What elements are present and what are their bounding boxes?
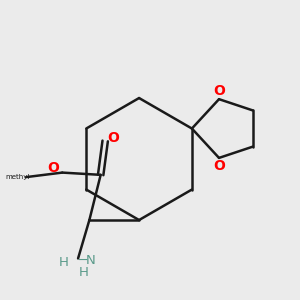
Text: ─N: ─N bbox=[78, 254, 96, 267]
Text: H: H bbox=[79, 266, 88, 279]
Text: O: O bbox=[47, 161, 59, 175]
Text: O: O bbox=[213, 85, 225, 98]
Text: O: O bbox=[213, 159, 225, 172]
Text: methyl: methyl bbox=[6, 174, 30, 180]
Text: H: H bbox=[59, 256, 69, 268]
Text: O: O bbox=[107, 131, 119, 145]
